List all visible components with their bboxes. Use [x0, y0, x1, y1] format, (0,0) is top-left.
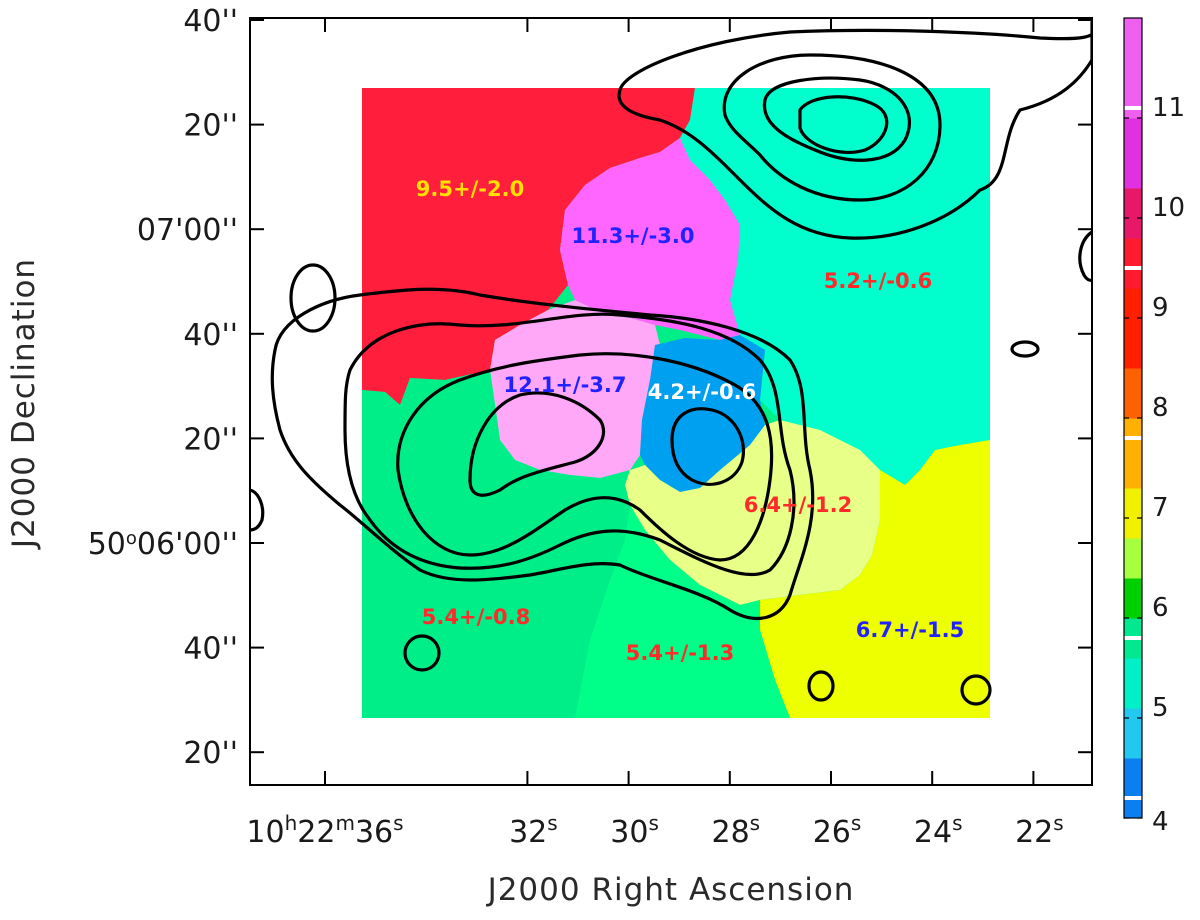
colorbar-tick-label: 8 — [1152, 393, 1169, 423]
y-axis-title: J2000 Declination — [6, 258, 42, 550]
region-centre-south-east — [625, 420, 880, 605]
colorbar-segment — [1124, 488, 1142, 539]
colorbar-segment — [1124, 288, 1142, 369]
colorbar-mark — [1124, 436, 1142, 440]
contour-core — [670, 407, 745, 486]
x-tick-label: 26s — [813, 811, 862, 850]
x-tick-labels: 10h22m36s 32s 30s 28s 26s 24s 22s — [246, 811, 1063, 850]
region-south-west — [362, 370, 630, 718]
x-tick-label: 24s — [914, 811, 963, 850]
colorbar-tick-label: 6 — [1152, 593, 1169, 623]
y-tick-label: 20'' — [183, 422, 238, 457]
contour-northeast-3 — [762, 76, 911, 162]
region-centre — [640, 335, 765, 492]
colorbar-segment — [1124, 578, 1142, 619]
colorbar-segment — [1124, 758, 1142, 819]
contour-northeast-outer — [617, 20, 1092, 240]
region-value-label-south-centre: 5.4+/-1.3 — [626, 641, 734, 665]
region-value-label-centre-south-east: 6.4+/-1.2 — [744, 493, 852, 517]
region-value-label-centre: 4.2+/-0.6 — [648, 380, 756, 404]
colorbar-segment — [1124, 658, 1142, 709]
x-tick-label: 22s — [1015, 811, 1064, 850]
colorbar-mark — [1124, 106, 1142, 110]
colorbar-segment — [1124, 538, 1142, 579]
x-axis-title: J2000 Right Ascension — [486, 872, 855, 908]
region-value-label-north-east: 5.2+/-0.6 — [824, 269, 932, 293]
colorbar-segment — [1124, 238, 1142, 289]
x-tick-label: 32s — [509, 811, 558, 850]
colorbar-tick-label: 11 — [1152, 93, 1185, 123]
colorbar: 4 5 6 7 8 9 10 11 — [1123, 17, 1185, 837]
contour-main-outer — [270, 287, 815, 620]
x-tick-label: 30s — [610, 811, 659, 850]
colorbar-segment — [1124, 188, 1142, 239]
plot-frame — [249, 17, 1093, 786]
y-tick-label: 40'' — [183, 318, 238, 353]
y-tick-label: 40'' — [183, 632, 238, 667]
colorbar-segment — [1124, 118, 1142, 189]
contour-northeast-2 — [722, 53, 942, 202]
contour-blob-west — [289, 263, 337, 333]
contour-blob-southwest — [403, 634, 441, 672]
region-value-label-north-centre: 11.3+/-3.0 — [572, 224, 695, 248]
region-value-label-centre-west: 12.1+/-3.7 — [504, 373, 627, 397]
region-north-east — [680, 88, 990, 485]
colorbar-segment — [1124, 708, 1142, 759]
region-value-label-south-east: 6.7+/-1.5 — [856, 618, 964, 642]
region-value-label-north-west: 9.5+/-2.0 — [416, 177, 524, 201]
colorbar-segment — [1124, 418, 1142, 489]
x-tick-label: 28s — [711, 811, 760, 850]
contour-blob-west-edge — [250, 488, 265, 532]
contour-northeast-4 — [798, 95, 889, 155]
y-tick-label: 50o06'00'' — [88, 527, 238, 562]
radio-contours — [250, 20, 1092, 706]
region-centre-west — [490, 300, 660, 478]
y-tick-labels: 40'' 20'' 07'00'' 40'' 20'' 50o06'00'' 40'' 20'… — [88, 4, 238, 771]
y-tick-label: 40'' — [183, 4, 238, 39]
x-tick-label: 10h22m36s — [246, 811, 403, 850]
region-south-centre — [575, 505, 790, 718]
colorbar-mark — [1124, 796, 1142, 800]
contour-main-4 — [468, 391, 606, 497]
colorbar-tick-label: 10 — [1152, 193, 1185, 223]
colorbar-tick-label: 5 — [1152, 693, 1169, 723]
colorbar-mark — [1124, 266, 1142, 270]
contour-main-3 — [396, 352, 774, 562]
region-labels: 9.5+/-2.0 5.2+/-0.6 11.3+/-3.0 12.1+/-3.7 4.… — [416, 177, 964, 665]
colorbar-segment — [1124, 368, 1142, 419]
region-north-west — [362, 88, 695, 405]
y-tick-label: 07'00'' — [137, 213, 238, 248]
contour-blob-east-1 — [1010, 340, 1040, 358]
region-value-label-south-west: 5.4+/-0.8 — [422, 605, 530, 629]
y-tick-label: 20'' — [183, 109, 238, 144]
contour-blob-south-1 — [807, 670, 835, 702]
colorbar-tick-label: 9 — [1152, 293, 1169, 323]
contour-blob-east-2 — [1078, 230, 1092, 282]
region-south-east — [760, 440, 990, 718]
colorbar-mark — [1124, 636, 1142, 640]
colorbar-tick-label: 7 — [1152, 493, 1169, 523]
colorbar-segment — [1124, 18, 1142, 119]
contour-blob-south-2 — [960, 674, 992, 706]
axis-ticks — [250, 18, 1092, 785]
region-north-centre — [560, 138, 740, 340]
contour-main-2 — [343, 312, 796, 577]
y-tick-label: 20'' — [183, 736, 238, 771]
temperature-map — [362, 88, 990, 718]
colorbar-tick-label: 4 — [1152, 807, 1169, 837]
